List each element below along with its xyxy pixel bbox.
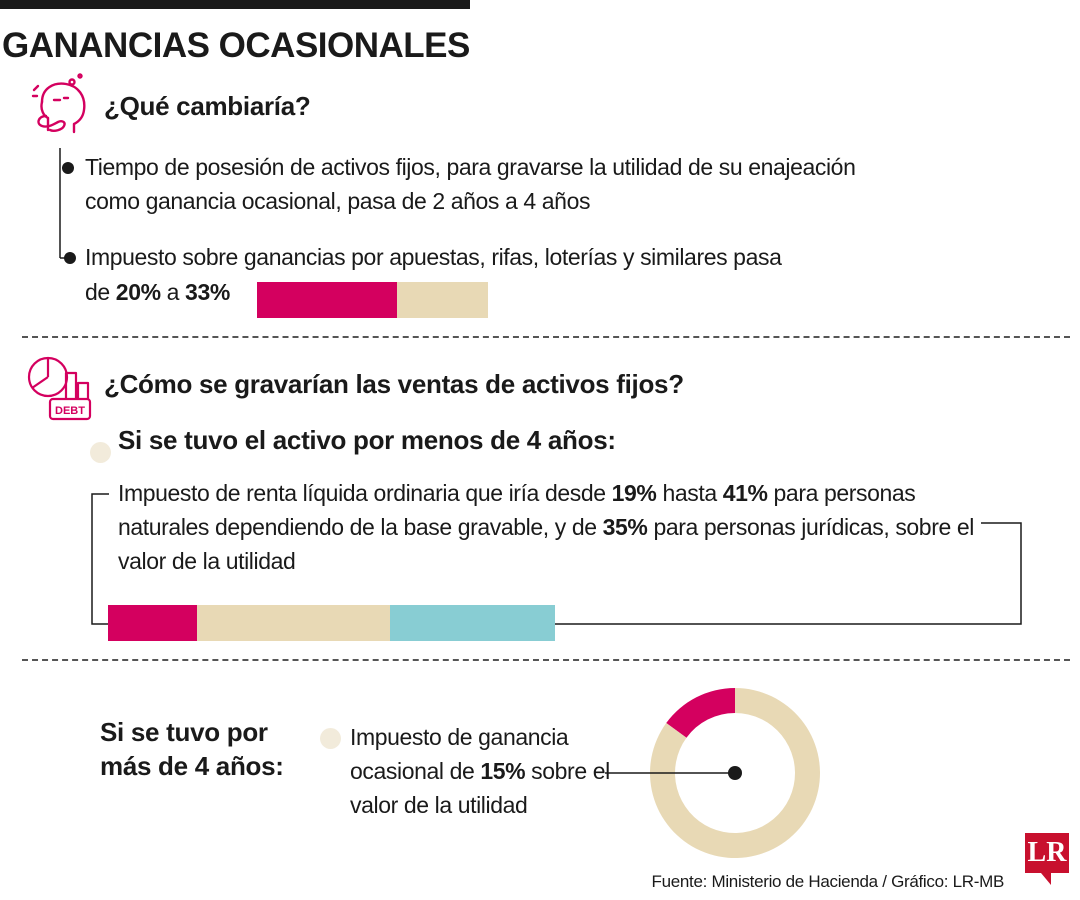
occasional-gain-donut — [605, 688, 820, 858]
item2-a: a — [166, 279, 180, 305]
bar-segment-41 — [197, 605, 390, 641]
logo-tail — [1041, 873, 1051, 885]
page-title: GANANCIAS OCASIONALES — [2, 26, 470, 65]
subtitle-dot — [320, 728, 341, 749]
section2-subtitle: Si se tuvo el activo por menos de 4 años… — [118, 425, 616, 455]
bar-segment-35 — [390, 605, 555, 641]
rate-juridica: 35% — [602, 514, 648, 540]
donut-slice-15 — [666, 688, 735, 738]
section3-subtitle: Si se tuvo por más de 4 años: — [100, 715, 284, 783]
debt-chart-icon: DEBT — [27, 356, 92, 421]
bullet-dot — [64, 252, 76, 264]
top-rule — [0, 0, 470, 9]
text-part: sobre el valor de la utilidad — [350, 758, 610, 818]
section1-item2: Impuesto sobre ganancias por apuestas, r… — [85, 244, 782, 270]
source-note: Fuente: Ministerio de Hacienda / Gráfico… — [651, 872, 1005, 891]
bullet-dot — [62, 162, 74, 174]
thinking-face-icon — [31, 73, 86, 134]
rate-min: 19% — [611, 480, 657, 506]
section-divider — [22, 659, 1070, 661]
gain-rate: 15% — [480, 758, 526, 784]
section1-item2-values: de 20% a 33% — [85, 275, 230, 309]
rate-max: 41% — [722, 480, 768, 506]
section-divider — [22, 336, 1070, 338]
subtitle-line: más de 4 años: — [100, 751, 284, 781]
section2-text: Impuesto de renta líquida ordinaria que … — [118, 476, 988, 578]
section1-question: ¿Qué cambiaría? — [104, 91, 311, 121]
item2-de: de — [85, 279, 110, 305]
text-part: para personas jurídicas, sobre el valor … — [118, 514, 974, 574]
bar-segment-20 — [257, 282, 397, 318]
subtitle-dot — [90, 442, 111, 463]
bar-segment-33 — [397, 282, 488, 318]
item2-to-value: 33% — [185, 279, 230, 305]
debt-label: DEBT — [55, 405, 85, 417]
subtitle-line: Si se tuvo por — [100, 717, 268, 747]
bar-segment-19 — [108, 605, 198, 641]
text-part: para personas naturales dependiendo de l… — [118, 480, 916, 540]
section2-question: ¿Cómo se gravarían las ventas de activos… — [104, 369, 684, 399]
section1-item1: Tiempo de posesión de activos fijos, par… — [85, 154, 856, 214]
text-part: Impuesto de ganancia ocasional de — [350, 724, 569, 784]
text-part: Impuesto de renta líquida ordinaria que … — [118, 480, 612, 506]
section3-text: Impuesto de ganancia ocasional de 15% so… — [350, 720, 610, 822]
lr-logo: LR — [1025, 833, 1069, 873]
donut-center-dot — [728, 766, 742, 780]
donut-slice-rest — [650, 688, 820, 858]
item2-from-value: 20% — [115, 279, 161, 305]
bracket-connector — [91, 493, 1022, 625]
text-part: hasta — [656, 480, 723, 506]
